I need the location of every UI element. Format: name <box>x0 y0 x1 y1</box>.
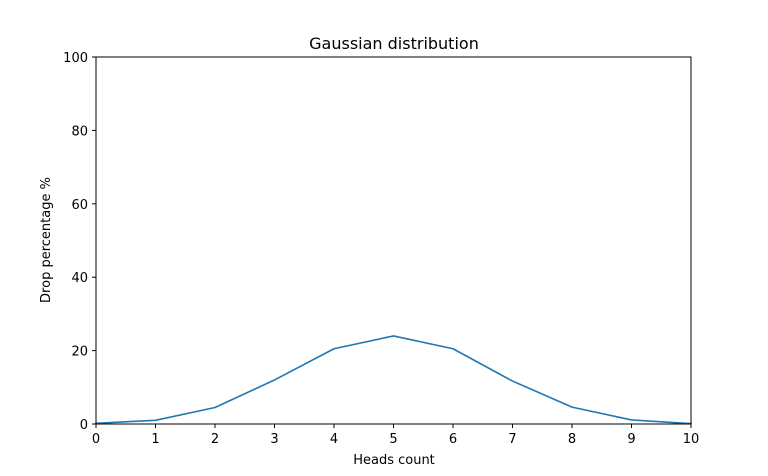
x-tick-label: 7 <box>508 432 516 447</box>
x-tick-label: 0 <box>92 432 100 447</box>
y-tick-label: 0 <box>80 418 88 433</box>
x-tick-label: 2 <box>211 432 219 447</box>
y-tick-label: 20 <box>71 345 88 360</box>
x-axis-label: Heads count <box>353 453 435 468</box>
y-axis-label: Drop percentage % <box>39 177 54 303</box>
y-tick-label: 100 <box>63 51 88 66</box>
x-tick-label: 5 <box>389 432 397 447</box>
x-tick-label: 9 <box>627 432 635 447</box>
series-line <box>95 335 692 425</box>
x-tick-label: 4 <box>330 432 338 447</box>
y-tick-label: 80 <box>71 124 88 139</box>
plot-area <box>95 335 692 425</box>
x-tick-label: 10 <box>683 432 700 447</box>
x-tick-label: 6 <box>449 432 457 447</box>
chart-title: Gaussian distribution <box>309 34 479 53</box>
x-tick-label: 1 <box>151 432 159 447</box>
x-tick-label: 8 <box>568 432 576 447</box>
x-tick-label: 3 <box>270 432 278 447</box>
x-axis: 0 1 2 3 4 5 6 7 8 9 10 <box>92 424 699 447</box>
axes-frame <box>95 56 692 425</box>
y-tick-label: 60 <box>71 198 88 213</box>
y-tick-label: 40 <box>71 271 88 286</box>
y-axis: 0 20 40 60 80 100 <box>63 51 96 433</box>
